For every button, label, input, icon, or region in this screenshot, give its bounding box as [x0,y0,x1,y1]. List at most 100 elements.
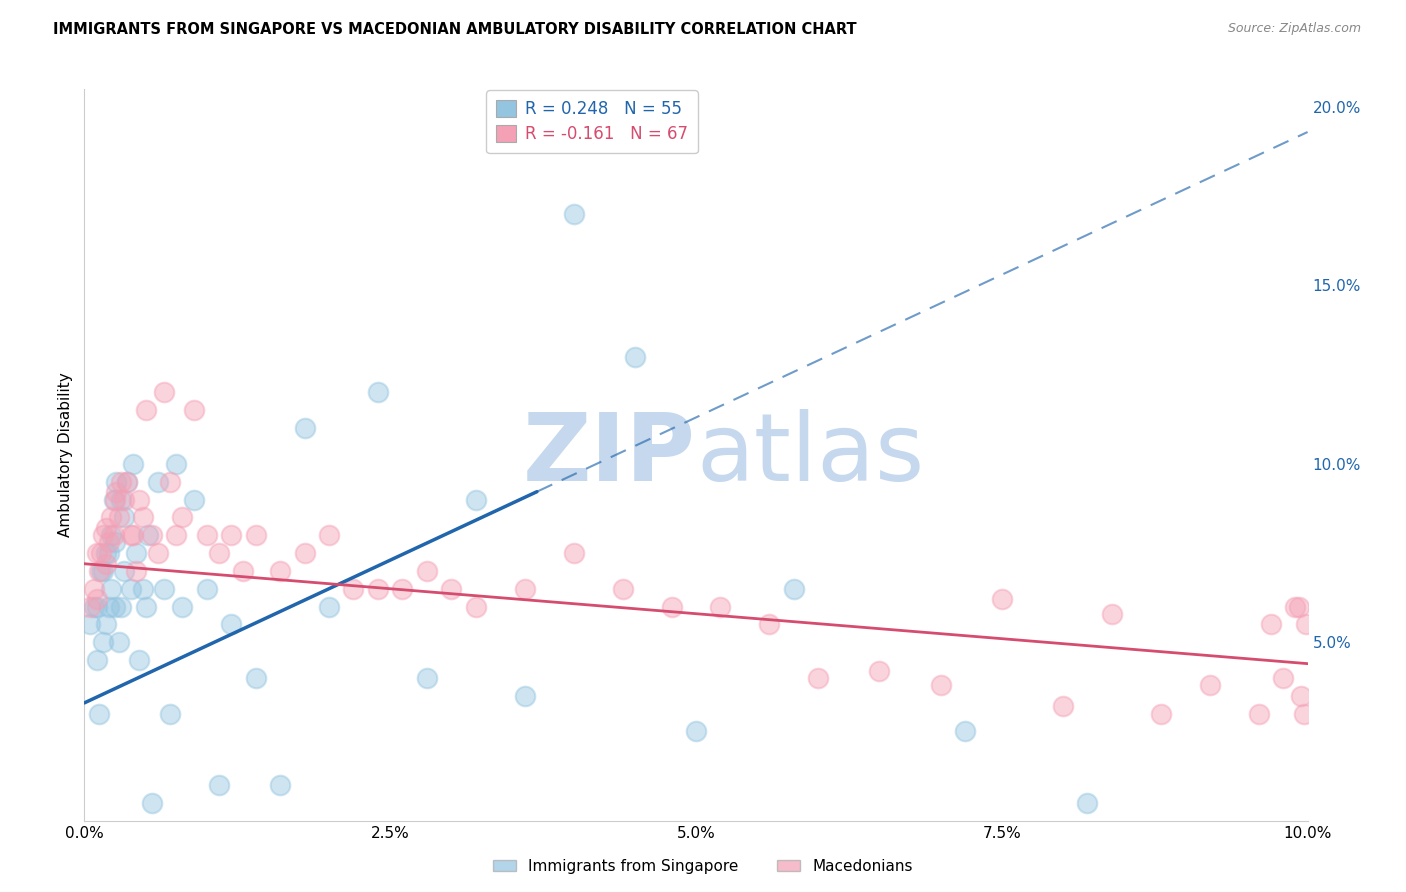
Point [953,724,976,739]
Point [96,617,118,632]
Point [416,671,439,685]
Point [105,485,128,500]
Point [136,528,159,542]
Point [91,635,114,649]
Point [91,564,114,578]
Point [104,492,127,507]
Point [83,582,105,596]
Point [105,475,128,489]
Point [165,457,187,471]
Point [245,671,267,685]
Point [1150,706,1173,721]
Point [146,546,169,560]
Point [97,535,120,549]
Text: Source: ZipAtlas.com: Source: ZipAtlas.com [1227,22,1361,36]
Point [269,778,291,792]
Point [1291,689,1313,703]
Point [562,207,585,221]
Point [100,528,122,542]
Point [367,582,389,596]
Point [104,599,127,614]
Point [318,528,340,542]
Point [86,653,108,667]
Point [1247,706,1270,721]
Point [112,564,135,578]
Point [115,475,138,489]
Point [103,528,125,542]
Point [1101,607,1123,621]
Point [103,492,125,507]
Point [96,557,118,571]
Point [183,492,205,507]
Point [107,635,129,649]
Text: IMMIGRANTS FROM SINGAPORE VS MACEDONIAN AMBULATORY DISABILITY CORRELATION CHART: IMMIGRANTS FROM SINGAPORE VS MACEDONIAN … [53,22,858,37]
Point [132,582,155,596]
Point [100,582,122,596]
Point [110,599,132,614]
Point [86,599,108,614]
Point [122,457,145,471]
Point [146,475,169,489]
Point [153,385,176,400]
Point [79,599,101,614]
Point [97,599,120,614]
Point [86,546,108,560]
Point [1288,599,1310,614]
Point [195,528,218,542]
Point [929,678,952,692]
Point [128,492,150,507]
Point [132,510,155,524]
Point [141,796,163,810]
Point [513,689,536,703]
Point [464,492,486,507]
Point [96,521,118,535]
Point [83,599,105,614]
Text: ZIP: ZIP [523,409,696,501]
Text: atlas: atlas [696,409,924,501]
Point [135,599,157,614]
Point [125,564,148,578]
Point [120,528,142,542]
Point [120,582,142,596]
Point [416,564,439,578]
Point [869,664,891,678]
Point [991,592,1014,607]
Point [294,421,316,435]
Point [96,546,118,560]
Point [90,546,112,560]
Point [1272,671,1295,685]
Point [464,599,486,614]
Point [110,475,132,489]
Point [159,475,181,489]
Point [1295,617,1317,632]
Point [783,582,806,596]
Point [125,546,148,560]
Point [165,528,187,542]
Point [513,582,536,596]
Point [661,599,683,614]
Point [172,599,194,614]
Point [208,778,231,792]
Point [709,599,731,614]
Point [97,546,120,560]
Point [141,528,163,542]
Point [112,510,135,524]
Point [562,546,585,560]
Point [87,706,110,721]
Point [318,599,340,614]
Point [90,564,112,578]
Point [367,385,389,400]
Point [391,582,413,596]
Point [100,510,122,524]
Point [112,492,135,507]
Point [1260,617,1282,632]
Point [1284,599,1306,614]
Point [269,564,291,578]
Point [159,706,181,721]
Legend: Immigrants from Singapore, Macedonians: Immigrants from Singapore, Macedonians [488,853,918,880]
Point [110,492,132,507]
Point [135,403,157,417]
Point [208,546,231,560]
Point [807,671,830,685]
Point [624,350,647,364]
